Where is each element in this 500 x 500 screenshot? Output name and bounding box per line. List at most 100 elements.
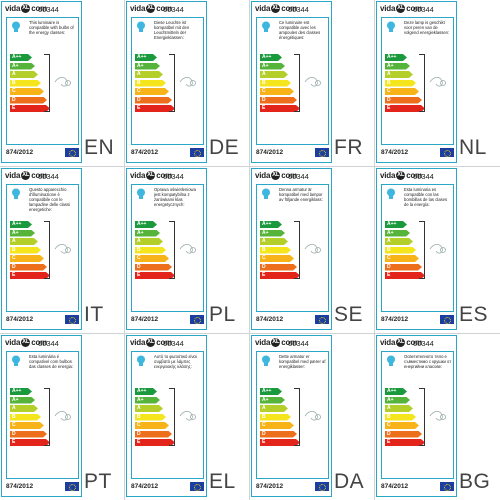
regulation-number: 874/2012: [6, 316, 34, 323]
info-box: Oprawa oświetleniowa jest kompatybilna z…: [131, 184, 204, 312]
brand-suffix: com: [406, 171, 423, 180]
compatibility-text: Αυτό το φωτιστικό είναι συμβατό με λάμπε…: [154, 354, 197, 369]
energy-class-b: B: [10, 247, 41, 254]
class-range-bracket: [44, 54, 50, 112]
energy-class-c: C: [385, 422, 419, 429]
regulation-number: 874/2012: [131, 483, 159, 490]
energy-class-aplusplus: A++: [10, 221, 32, 228]
grid-separator-vertical: [249, 0, 250, 500]
lamp-pictogram-icon: [429, 76, 446, 87]
energy-class-b: B: [135, 80, 166, 87]
energy-class-c: C: [260, 88, 294, 95]
brand-prefix: vida: [380, 338, 396, 347]
energy-class-aplus: A+: [10, 397, 35, 404]
model-number: 60344: [38, 339, 59, 348]
class-range-bracket: [169, 221, 175, 279]
energy-class-scale: A++ A+ A B C D E: [10, 388, 50, 448]
bulb-icon: [12, 188, 20, 199]
bulb-icon: [137, 188, 145, 199]
energy-class-aplus: A+: [135, 230, 160, 237]
info-box: This luminaire is compatible with bulbs …: [6, 17, 79, 145]
info-box: Denna armatur är kompatibel med lampor a…: [256, 184, 329, 312]
class-range-bracket: [419, 54, 425, 112]
lamp-pictogram-icon: [179, 76, 196, 87]
lamp-pictogram-icon: [54, 410, 71, 421]
language-code: SE: [334, 303, 364, 326]
label-card: vida XL com 60344 Ce luminaire est compatibl…: [251, 1, 332, 163]
bulb-icon: [262, 355, 270, 366]
brand-logo: vida XL com: [380, 171, 423, 181]
bulb-icon: [387, 21, 395, 32]
model-number: 60344: [413, 172, 434, 181]
eu-flag-icon: [315, 482, 329, 491]
lamp-pictogram-icon: [304, 76, 321, 87]
language-code: ES: [459, 303, 489, 326]
energy-class-d: D: [260, 264, 297, 271]
energy-class-b: B: [260, 80, 291, 87]
energy-class-scale: A++ A+ A B C D E: [10, 54, 50, 114]
regulation-number: 874/2012: [131, 149, 159, 156]
brand-mark: XL: [396, 171, 406, 181]
energy-class-a: A: [260, 71, 288, 78]
brand-mark: XL: [21, 171, 31, 181]
eu-flag-icon: [440, 482, 454, 491]
brand-prefix: vida: [130, 338, 146, 347]
energy-class-d: D: [135, 97, 172, 104]
brand-prefix: vida: [5, 338, 21, 347]
energy-class-c: C: [260, 422, 294, 429]
energy-class-a: A: [385, 405, 413, 412]
regulation-number: 874/2012: [256, 149, 284, 156]
energy-class-a: A: [385, 238, 413, 245]
energy-class-scale: A++ A+ A B C D E: [135, 388, 175, 448]
compatibility-text: Denna armatur är kompatibel med lampor a…: [279, 187, 323, 202]
energy-label-en: vida XL com 60344 This luminaire is compatib…: [0, 0, 124, 166]
lamp-pictogram-icon: [304, 410, 321, 421]
language-code: IT: [84, 303, 104, 326]
energy-class-a: A: [135, 238, 163, 245]
compatibility-text: Deze lamp is geschikt voor peren van de …: [404, 20, 450, 35]
regulation-number: 874/2012: [381, 483, 409, 490]
language-code: DE: [209, 136, 240, 159]
lamp-pictogram-icon: [304, 243, 321, 254]
brand-suffix: com: [31, 4, 48, 13]
info-box: Esta luminária é compatível com bulbos d…: [6, 351, 79, 479]
energy-class-b: B: [260, 247, 291, 254]
energy-label-da: vida XL com 60344 Dette armatur er kompatibe…: [250, 334, 374, 500]
label-card: vida XL com 60344 Esta luminaria es compatib…: [376, 168, 457, 330]
language-code: PL: [209, 303, 236, 326]
energy-class-d: D: [260, 431, 297, 438]
regulation-number: 874/2012: [381, 149, 409, 156]
model-number: 60344: [413, 339, 434, 348]
energy-class-b: B: [385, 80, 416, 87]
energy-class-e: E: [135, 105, 175, 112]
energy-class-c: C: [385, 255, 419, 262]
energy-class-c: C: [385, 88, 419, 95]
energy-label-it: vida XL com 60344 Questo apparecchio d'illum…: [0, 167, 124, 333]
energy-label-de: vida XL com 60344 Diese Leuchte ist kompatib…: [125, 0, 249, 166]
brand-logo: vida XL com: [130, 4, 172, 14]
brand-suffix: com: [281, 4, 298, 13]
compatibility-text: Esta luminária é compatível com bulbos d…: [29, 354, 73, 369]
language-code: DA: [334, 470, 365, 493]
brand-prefix: vida: [255, 171, 271, 180]
energy-class-scale: A++ A+ A B C D E: [10, 221, 50, 281]
energy-class-aplus: A+: [10, 230, 35, 237]
label-card: vida XL com 60344 Αυτό το φωτιστικό είναι συ…: [126, 335, 207, 497]
bulb-icon: [387, 188, 395, 199]
energy-class-aplusplus: A++: [10, 388, 32, 395]
bulb-icon: [387, 355, 395, 366]
info-box: Ce luminaire est compatible avec les amp…: [256, 17, 329, 145]
language-code: NL: [459, 136, 487, 159]
brand-mark: XL: [21, 338, 31, 348]
model-number: 60344: [38, 172, 59, 181]
lamp-pictogram-icon: [179, 243, 196, 254]
brand-suffix: com: [31, 171, 48, 180]
label-card: vida XL com 60344 Diese Leuchte ist kompatib…: [126, 1, 207, 163]
label-card: vida XL com 60344 Questo apparecchio d'illum…: [1, 168, 82, 330]
compatibility-text: Diese Leuchte ist kompatibel mit den Leu…: [154, 20, 190, 40]
brand-suffix: com: [31, 338, 48, 347]
brand-logo: vida XL com: [380, 4, 422, 14]
brand-suffix: com: [156, 171, 173, 180]
energy-class-aplusplus: A++: [385, 388, 407, 395]
model-number: 60344: [163, 5, 184, 14]
